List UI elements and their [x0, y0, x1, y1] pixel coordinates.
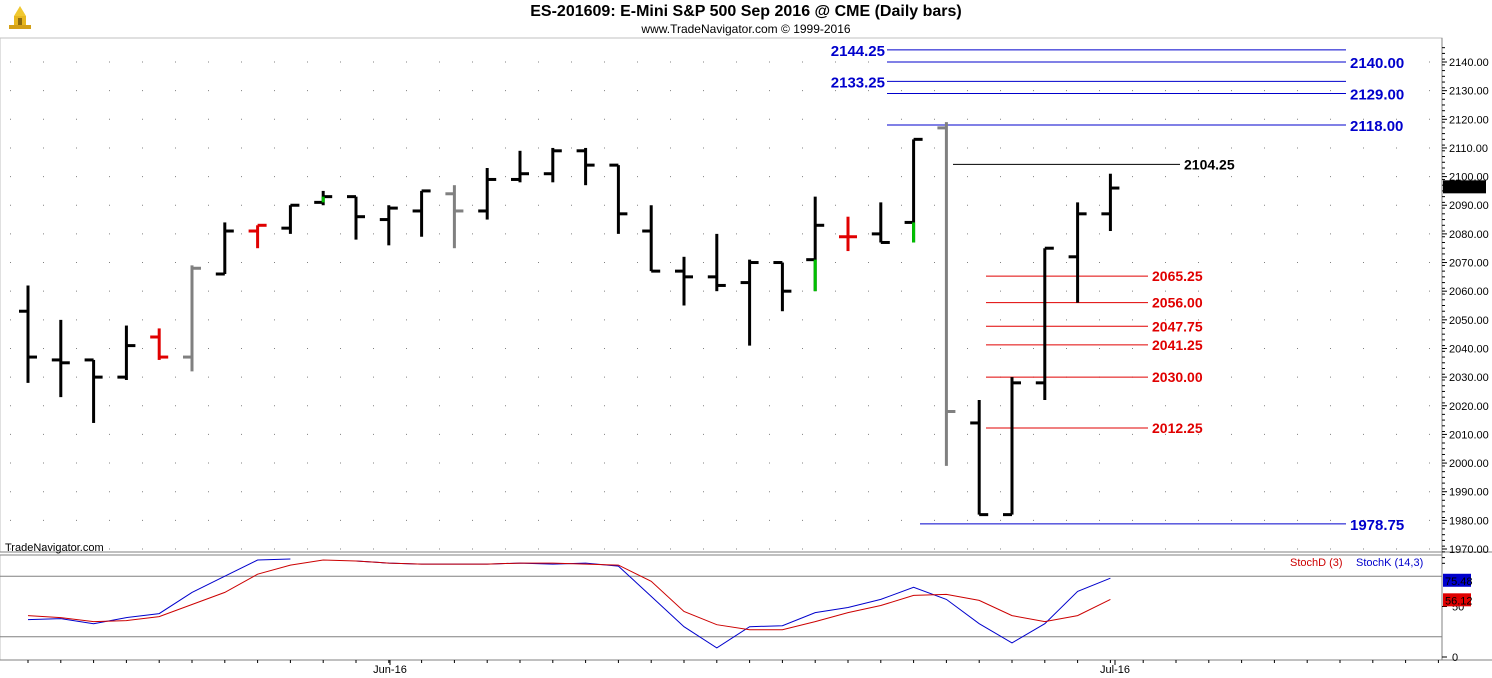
price-tick-label: 2040.00 — [1449, 343, 1489, 355]
date-tick-label: Jul-16 — [1100, 664, 1130, 676]
last-price-box — [1443, 180, 1486, 194]
level-label: 2133.25 — [831, 74, 885, 91]
level-label: 2056.00 — [1152, 295, 1203, 311]
price-tick-label: 2030.00 — [1449, 372, 1489, 384]
price-tick-label: 1980.00 — [1449, 515, 1489, 527]
level-label: 2065.25 — [1152, 268, 1203, 284]
price-tick-label: 2070.00 — [1449, 258, 1489, 270]
price-tick-label: 1970.00 — [1449, 544, 1489, 556]
level-label: 2012.25 — [1152, 420, 1203, 436]
price-tick-label: 2110.00 — [1449, 143, 1488, 155]
price-tick-label: 2020.00 — [1449, 401, 1489, 413]
price-levels: 2144.25 2140.00 2133.25 2129.00 2118.00 2104.… — [831, 43, 1404, 534]
price-tick-label: 2060.00 — [1449, 286, 1489, 298]
level-label: 2140.00 — [1350, 55, 1404, 72]
price-tick-label: 2120.00 — [1449, 114, 1489, 126]
stoch-last-value-label: 75.48 — [1445, 576, 1473, 588]
level-label: 1978.75 — [1350, 517, 1404, 534]
price-tick-label: 2000.00 — [1449, 458, 1489, 470]
level-label: 2144.25 — [831, 43, 885, 60]
price-tick-label: 2090.00 — [1449, 200, 1489, 212]
stoch-last-value-box — [1443, 593, 1471, 607]
date-axis: Jun-16 Jul-16 — [27, 660, 1439, 676]
price-axis: 1970.00 1980.00 1990.00 2000.00 2010.00 2020.… — [1442, 47, 1489, 564]
copyright-text: www.TradeNavigator.com © 1999-2016 — [641, 22, 851, 36]
price-tick-label: 2080.00 — [1449, 229, 1489, 241]
ohlc-bars — [19, 122, 1120, 517]
stoch-line — [27, 559, 1111, 631]
price-tick-label: 2010.00 — [1449, 429, 1489, 441]
stoch-tick-label: 0 — [1452, 652, 1458, 664]
level-label: 2041.25 — [1152, 337, 1203, 353]
price-tick-label: 2140.00 — [1449, 57, 1489, 69]
chart-header: ES-201609: E-Mini S&P 500 Sep 2016 @ CME… — [0, 0, 1492, 38]
stoch-last-value-label: 56.12 — [1445, 595, 1473, 607]
level-label: 2030.00 — [1152, 369, 1203, 385]
chart-title: ES-201609: E-Mini S&P 500 Sep 2016 @ CME… — [530, 3, 962, 20]
price-tick-label: 2050.00 — [1449, 315, 1489, 327]
level-label: 2104.25 — [1184, 156, 1235, 172]
stoch-legend-entry: StochK (14,3) — [1356, 557, 1423, 569]
level-label: 2047.75 — [1152, 318, 1203, 334]
price-tick-label: 2130.00 — [1449, 86, 1489, 98]
level-label: 2118.00 — [1350, 118, 1403, 135]
watermark-text: TradeNavigator.com — [5, 542, 104, 554]
date-tick-label: Jun-16 — [373, 664, 407, 676]
stoch-last-value-box — [1443, 573, 1471, 587]
price-tick-label: 1990.00 — [1449, 487, 1489, 499]
level-label: 2129.00 — [1350, 87, 1404, 104]
last-price-label: 2096.25 — [1445, 182, 1485, 194]
trade-navigator-logo-icon — [9, 6, 31, 29]
stoch-legend-entry: StochD (3) — [1290, 557, 1343, 569]
